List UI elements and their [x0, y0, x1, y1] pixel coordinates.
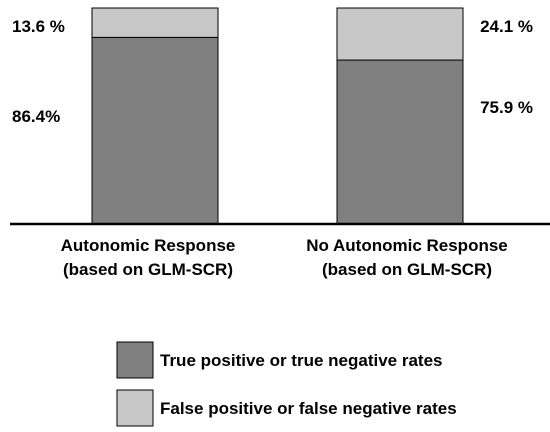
value-label-2-series-1: 75.9 % — [480, 98, 533, 117]
category-labels-group: Autonomic Response (based on GLM-SCR) No A… — [61, 236, 508, 279]
legend-swatch-1 — [116, 341, 154, 379]
category-label-1-line-2: (based on GLM-SCR) — [63, 260, 233, 279]
bar-segment-2-series-1 — [336, 59, 464, 225]
value-label-1-series-1: 86.4% — [12, 107, 60, 126]
value-labels-group: 86.4% 13.6 % 75.9 % 24.1 % — [12, 17, 533, 126]
bar-segment-1-series-1 — [91, 36, 219, 225]
legend-swatch-2 — [116, 389, 154, 427]
category-label-1-line-1: Autonomic Response — [61, 236, 236, 255]
value-label-2-series-2: 24.1 % — [480, 17, 533, 36]
category-label-2-line-2: (based on GLM-SCR) — [322, 260, 492, 279]
value-label-1-series-2: 13.6 % — [12, 17, 65, 36]
legend: True positive or true negative rates Fals… — [116, 341, 457, 427]
category-label-2-line-1: No Autonomic Response — [306, 236, 508, 255]
legend-label-2: False positive or false negative rates — [160, 399, 457, 418]
bar-segment-1-series-2 — [91, 7, 219, 38]
bars-group — [91, 7, 464, 225]
bar-segment-2-series-2 — [336, 7, 464, 61]
legend-label-1: True positive or true negative rates — [160, 351, 442, 370]
